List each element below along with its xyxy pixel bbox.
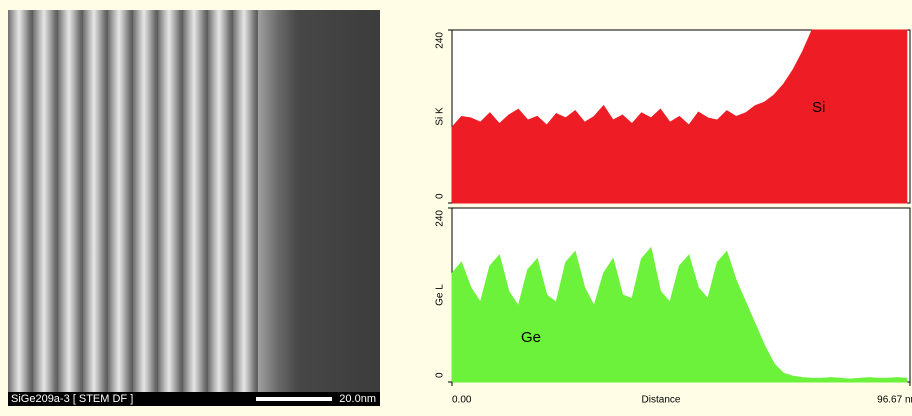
y-tick-label: 0	[435, 193, 446, 199]
y-tick-label: 0	[435, 372, 446, 378]
stripes	[8, 10, 258, 392]
x-tick-label: 96.67 nm	[877, 395, 912, 406]
y-tick-label: 240	[435, 32, 446, 49]
y-axis-label: Si K	[435, 107, 446, 126]
y-tick-label: 240	[435, 210, 446, 227]
annotation: Ge	[521, 329, 541, 346]
scale-bar	[256, 397, 332, 401]
area	[451, 29, 908, 204]
image-label: SiGe209a-3 [ STEM DF ]	[11, 393, 134, 405]
stem-image: SiGe209a-3 [ STEM DF ] 20.0nm	[8, 10, 380, 406]
x-axis-label: Distance	[642, 395, 681, 406]
scale-label: 20.0nm	[339, 393, 376, 405]
y-axis-label: Ge L	[435, 284, 446, 306]
x-tick-label: 0.00	[452, 395, 472, 406]
substrate	[258, 10, 380, 392]
area	[451, 246, 908, 383]
annotation: Si	[812, 99, 825, 116]
info-bar: SiGe209a-3 [ STEM DF ] 20.0nm	[8, 392, 380, 406]
